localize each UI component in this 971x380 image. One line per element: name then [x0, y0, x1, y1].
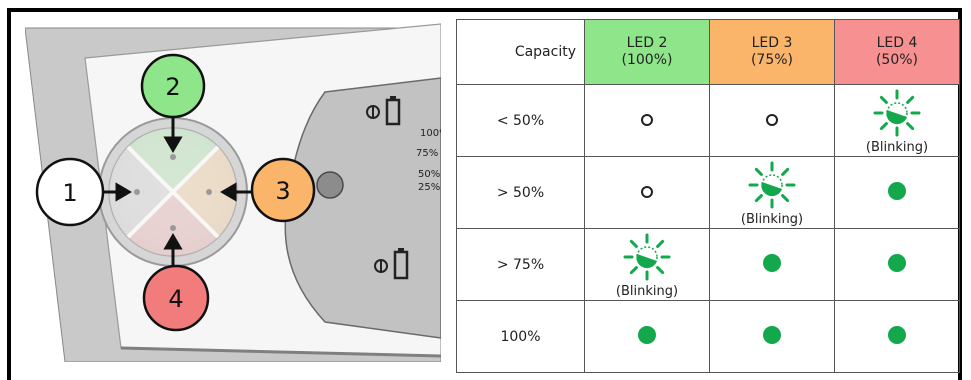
header-led-sub: (75%)	[750, 52, 794, 68]
led-state-cell	[584, 84, 710, 157]
header-led: LED 3 (75%)	[709, 19, 835, 85]
table-row: < 50% (Blinking)	[456, 84, 960, 157]
callout-4: 4	[142, 264, 210, 332]
led-state-cell	[834, 228, 960, 301]
svg-text:4: 4	[168, 285, 183, 313]
table-row: > 50% (Blinking)	[456, 156, 960, 229]
battery-icon-bottom	[374, 248, 409, 280]
led-state-cell	[834, 156, 960, 229]
blinking-label: (Blinking)	[615, 284, 679, 299]
callout-2: 2	[140, 53, 206, 119]
led-off-indicator	[641, 186, 653, 198]
callout-1: 1	[35, 157, 105, 227]
table-header-row: Capacity LED 2 (100%) LED 3 (75%) LED 4 …	[456, 19, 960, 85]
led-state-cell	[709, 228, 835, 301]
header-led-name: LED 4	[876, 35, 918, 51]
led-capacity-table: Capacity LED 2 (100%) LED 3 (75%) LED 4 …	[456, 19, 960, 373]
led-on-indicator	[763, 325, 781, 344]
svg-text:2: 2	[165, 73, 180, 101]
header-led: LED 2 (100%)	[584, 19, 710, 85]
header-led: LED 4 (50%)	[834, 19, 960, 85]
row-capacity-label: > 75%	[456, 228, 585, 301]
led-state-cell: (Blinking)	[584, 228, 710, 301]
led-on-indicator	[638, 325, 656, 344]
device-illustration: 100% 75% 50% 25% 1	[25, 23, 441, 362]
led-off-indicator	[641, 114, 653, 126]
blinking-led-icon	[873, 89, 921, 136]
header-led-sub: (50%)	[875, 52, 919, 68]
led-state-cell: (Blinking)	[709, 156, 835, 229]
led-state-cell	[834, 300, 960, 373]
header-led-name: LED 3	[751, 35, 793, 51]
row-capacity-label: > 50%	[456, 156, 585, 229]
led-on-indicator	[888, 325, 906, 344]
callout-3: 3	[250, 157, 316, 223]
blinking-label: (Blinking)	[740, 212, 804, 227]
bracket-hole	[316, 171, 344, 199]
header-led-sub: (100%)	[621, 52, 673, 68]
header-led-name: LED 2	[626, 35, 668, 51]
led-off-indicator	[766, 114, 778, 126]
battery-icon-top	[366, 96, 401, 126]
image-frame	[7, 8, 962, 380]
svg-text:1: 1	[62, 179, 77, 207]
svg-text:3: 3	[275, 177, 290, 205]
table-row: > 75% (Blinking)	[456, 228, 960, 301]
row-capacity-label: < 50%	[456, 84, 585, 157]
bracket-percent-label-4: 25%	[418, 182, 440, 193]
table-row: 100%	[456, 300, 960, 373]
row-capacity-label: 100%	[456, 300, 585, 373]
blinking-led-icon	[623, 233, 671, 280]
blinking-label: (Blinking)	[865, 140, 929, 155]
led-on-indicator	[763, 253, 781, 272]
bracket-percent-label-1: 100%	[420, 128, 441, 139]
bracket-percent-label-2: 75%	[416, 148, 438, 159]
led-on-indicator	[888, 181, 906, 200]
led-state-cell	[584, 156, 710, 229]
blinking-led-icon	[748, 161, 796, 208]
bracket-percent-label-3: 50%	[418, 169, 440, 180]
led-state-cell	[584, 300, 710, 373]
led-on-indicator	[888, 253, 906, 272]
header-capacity: Capacity	[456, 19, 585, 85]
led-state-cell: (Blinking)	[834, 84, 960, 157]
led-state-cell	[709, 84, 835, 157]
led-state-cell	[709, 300, 835, 373]
